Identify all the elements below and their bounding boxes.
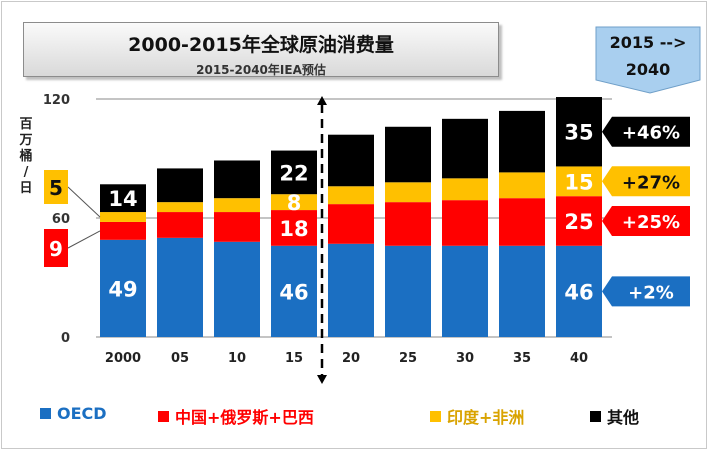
side-label-text: 5 <box>49 176 63 200</box>
legend-swatch <box>430 410 441 422</box>
bar-segment <box>442 118 488 179</box>
data-label: 22 <box>279 161 308 185</box>
side-label-leader <box>67 230 101 249</box>
side-label-box <box>44 170 68 204</box>
bar-segment <box>328 134 374 187</box>
x-tick-label: 2000 <box>105 351 141 366</box>
bar-segment <box>556 166 602 197</box>
growth-callout-shape <box>602 166 690 197</box>
side-label-text: 9 <box>49 237 63 261</box>
legend-swatch <box>40 408 51 419</box>
legend-item: 其他 <box>590 404 639 428</box>
y-axis-label-char: 桶 <box>18 148 32 164</box>
data-label: 46 <box>564 280 593 304</box>
bar-segment <box>385 245 431 337</box>
legend-label: OECD <box>57 404 107 423</box>
legend: OECD 中国+俄罗斯+巴西 印度+非洲 其他 <box>40 404 700 434</box>
bar-segment <box>271 194 317 211</box>
y-tick-label: 0 <box>61 331 70 346</box>
bar-segment <box>100 212 146 222</box>
y-axis-label-char: 万 <box>18 133 32 148</box>
bar-segment <box>499 198 545 246</box>
divider-arrow-up <box>317 96 327 105</box>
bar-segment <box>214 160 260 199</box>
bar-segment <box>556 97 602 167</box>
growth-callout-shape <box>602 276 690 307</box>
legend-label: 其他 <box>607 408 640 427</box>
x-tick-label: 25 <box>399 351 417 366</box>
x-tick-label: 05 <box>171 351 189 366</box>
bar-segment <box>100 221 146 240</box>
period-callout-line1: 2015 --> <box>610 33 687 52</box>
bar-segment <box>157 212 203 238</box>
data-label: 25 <box>564 210 593 234</box>
bar-segment <box>214 198 260 213</box>
bar-segment <box>328 186 374 205</box>
data-label: 35 <box>564 121 593 145</box>
legend-swatch <box>590 410 601 422</box>
legend-item: 中国+俄罗斯+巴西 <box>158 404 314 428</box>
bar-segment <box>556 196 602 246</box>
y-axis-label-char: 百 <box>19 117 32 132</box>
bar-segment <box>214 241 260 337</box>
legend-label: 中国+俄罗斯+巴西 <box>175 408 314 427</box>
bar-segment <box>442 200 488 246</box>
x-tick-label: 15 <box>285 351 303 366</box>
data-label: 49 <box>108 277 137 301</box>
y-tick-label: 60 <box>52 212 70 227</box>
divider-arrow-down <box>317 375 327 384</box>
chart-title: 2000-2015年全球原油消费量 <box>128 34 394 56</box>
x-tick-label: 20 <box>342 351 360 366</box>
bar-segment <box>157 237 203 337</box>
legend-swatch <box>158 410 169 422</box>
growth-callout-shape <box>602 205 690 236</box>
side-label-leader <box>67 186 101 218</box>
x-tick-label: 30 <box>456 351 474 366</box>
bar-segment <box>271 150 317 195</box>
side-label-box <box>44 229 68 267</box>
data-label: 46 <box>279 280 308 304</box>
x-tick-label: 10 <box>228 351 246 366</box>
y-axis-label-char: 日 <box>19 181 32 196</box>
legend-item: OECD <box>40 404 107 423</box>
growth-callout-text: +25% <box>622 212 680 233</box>
bar-segment <box>499 110 545 173</box>
y-axis-label-char: / <box>24 165 29 180</box>
bar-segment <box>442 178 488 201</box>
bar-segment <box>442 245 488 337</box>
bar-segment <box>385 202 431 246</box>
period-callout-shape <box>595 26 701 94</box>
bar-segment <box>271 245 317 337</box>
bar-segment <box>214 212 260 242</box>
bar-segment <box>385 182 431 203</box>
x-tick-label: 40 <box>570 351 588 366</box>
bar-segment <box>385 126 431 183</box>
legend-item: 印度+非洲 <box>430 404 524 428</box>
bar-segment <box>271 210 317 246</box>
growth-callout-shape <box>602 116 690 147</box>
bar-segment <box>499 172 545 199</box>
bar-segment <box>100 239 146 337</box>
bar-segment <box>499 245 545 337</box>
growth-callout-text: +46% <box>622 123 680 144</box>
chart-subtitle: 2015-2040年IEA预估 <box>196 63 326 77</box>
bar-segment <box>157 202 203 213</box>
bar-segment <box>328 243 374 337</box>
bar-segment <box>328 204 374 244</box>
legend-label: 印度+非洲 <box>447 408 525 427</box>
growth-callout-text: +27% <box>622 172 680 193</box>
bar-segment <box>556 245 602 337</box>
period-callout-line2: 2040 <box>626 60 671 79</box>
data-label: 15 <box>564 170 593 194</box>
data-label: 8 <box>287 191 302 215</box>
title-box: 2000-2015年全球原油消费量 2015-2040年IEA预估 <box>23 22 499 77</box>
growth-callout-text: +2% <box>628 282 674 303</box>
data-label: 14 <box>108 187 137 211</box>
bar-segment <box>157 168 203 203</box>
x-tick-label: 35 <box>513 351 531 366</box>
y-tick-label: 120 <box>43 93 70 108</box>
bar-segment <box>100 184 146 213</box>
data-label: 18 <box>279 217 308 241</box>
